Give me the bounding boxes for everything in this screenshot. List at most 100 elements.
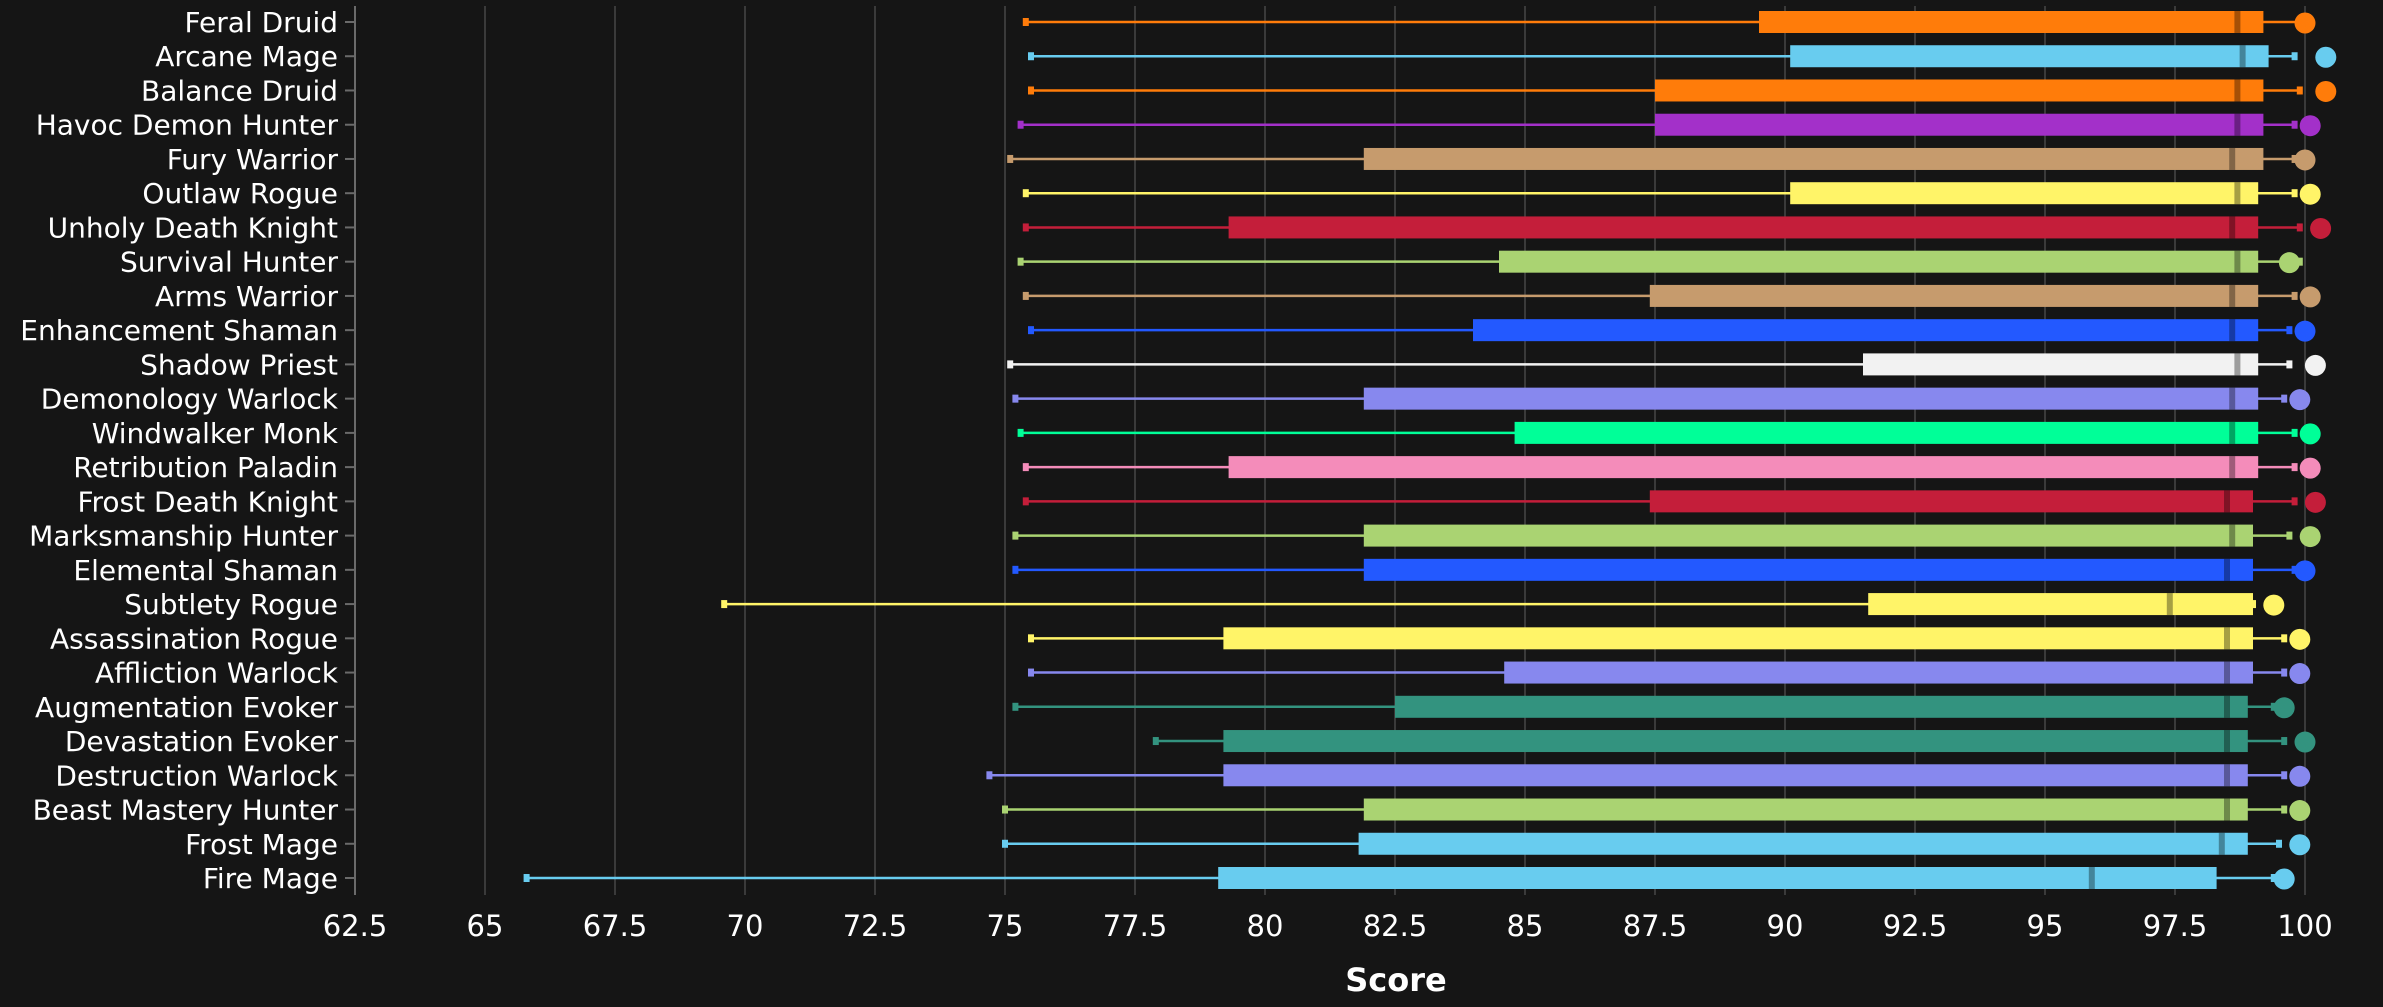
- max-point: [2294, 320, 2316, 342]
- box-row: [1028, 79, 2337, 102]
- whisker-cap-low: [1017, 428, 1024, 437]
- max-point: [2289, 663, 2311, 685]
- box: [1218, 867, 2217, 889]
- whisker-cap-high: [2291, 291, 2298, 300]
- x-tick-label: 70: [727, 909, 764, 943]
- whisker-cap-high: [2281, 737, 2288, 746]
- box-row: [1012, 695, 2295, 719]
- whisker-cap-high: [2281, 668, 2288, 677]
- x-tick-label: 92.5: [1883, 909, 1948, 943]
- whisker-cap-high: [2276, 839, 2282, 848]
- box-row: [1012, 387, 2311, 411]
- whisker-cap-high: [2281, 394, 2288, 403]
- box: [1790, 45, 2269, 68]
- whisker-cap-high: [2286, 326, 2293, 335]
- x-tick-label: 62.5: [323, 909, 388, 943]
- median-marker: [2229, 421, 2236, 444]
- y-tick-label: Outlaw Rogue: [142, 177, 338, 210]
- max-point: [2273, 697, 2295, 719]
- whisker-cap-high: [2291, 52, 2298, 61]
- whisker-cap-low: [1007, 154, 1014, 163]
- max-point: [2294, 12, 2316, 34]
- whisker-cap-high: [2291, 463, 2298, 472]
- median-marker: [2239, 45, 2246, 68]
- median-marker: [2234, 79, 2241, 102]
- y-tick-label: Affliction Warlock: [95, 657, 339, 690]
- box: [1514, 421, 2259, 444]
- median-marker: [2229, 387, 2236, 410]
- x-tick-label: 82.5: [1363, 909, 1428, 943]
- box: [1363, 798, 2248, 821]
- box: [1223, 627, 2253, 650]
- median-marker: [2229, 147, 2236, 170]
- whisker-cap-low: [1022, 463, 1029, 472]
- whisker-cap-low: [1028, 86, 1034, 95]
- box-row: [1028, 627, 2311, 650]
- y-tick-label: Demonology Warlock: [41, 383, 339, 416]
- whisker-cap-high: [2291, 120, 2298, 129]
- y-tick-label: Enhancement Shaman: [20, 314, 338, 347]
- y-tick-label: Destruction Warlock: [55, 759, 338, 792]
- x-tick-label: 65: [467, 909, 504, 943]
- whisker-cap-high: [2291, 428, 2298, 437]
- whisker-cap-low: [1152, 737, 1159, 746]
- median-marker: [2234, 11, 2241, 33]
- y-tick-label: Windwalker Monk: [92, 417, 339, 450]
- box: [1363, 524, 2253, 547]
- box-row: [1022, 216, 2332, 239]
- max-point: [2315, 80, 2337, 102]
- x-tick-label: 90: [1767, 909, 1804, 943]
- whisker-cap-high: [2291, 497, 2298, 506]
- box-row: [1022, 182, 2321, 205]
- max-point: [2294, 731, 2316, 753]
- x-tick-label: 97.5: [2143, 909, 2208, 943]
- median-marker: [2224, 627, 2230, 650]
- box: [1473, 319, 2259, 342]
- y-tick-label: Feral Druid: [184, 6, 338, 39]
- y-tick-label: Augmentation Evoker: [35, 691, 338, 724]
- max-point: [2289, 765, 2311, 787]
- box-row: [1012, 558, 2316, 582]
- y-tick-label: Arcane Mage: [155, 40, 338, 73]
- box: [1504, 661, 2253, 684]
- whisker-cap-low: [1002, 805, 1008, 814]
- max-point: [2304, 354, 2326, 376]
- y-tick-label: Survival Hunter: [120, 246, 339, 279]
- whisker-cap-low: [1017, 257, 1024, 266]
- y-tick-label: Beast Mastery Hunter: [33, 794, 339, 827]
- whisker-cap-high: [2286, 531, 2293, 540]
- max-point: [2299, 526, 2321, 548]
- y-tick-label: Marksmanship Hunter: [29, 520, 338, 553]
- whisker-cap-low: [986, 771, 993, 780]
- y-tick-label: Fury Warrior: [167, 143, 339, 176]
- box-row: [1007, 353, 2326, 376]
- median-marker: [2234, 182, 2241, 205]
- median-marker: [2229, 524, 2236, 547]
- y-tick-label: Frost Mage: [185, 828, 338, 861]
- median-marker: [2166, 593, 2173, 616]
- box: [1228, 456, 2259, 479]
- box: [1363, 387, 2259, 410]
- box-row: [1022, 456, 2321, 479]
- box-row: [721, 593, 2285, 616]
- box-row: [1022, 11, 2316, 34]
- box-row: [1152, 730, 2316, 753]
- box: [1499, 250, 2259, 273]
- box-row: [523, 867, 2295, 890]
- median-marker: [2234, 250, 2241, 273]
- whisker-cap-high: [2286, 360, 2293, 369]
- max-point: [2299, 457, 2321, 479]
- whisker-cap-low: [721, 600, 728, 609]
- box: [1363, 147, 2264, 170]
- whisker-cap-low: [1028, 668, 1034, 677]
- max-point: [2263, 594, 2285, 616]
- box-row: [1017, 250, 2303, 274]
- whisker-cap-high: [2296, 86, 2303, 95]
- whisker-cap-low: [1022, 291, 1029, 300]
- whisker-cap-low: [1012, 531, 1019, 540]
- y-tick-label: Fire Mage: [203, 862, 338, 895]
- max-point: [2310, 217, 2332, 239]
- whisker-cap-high: [2281, 771, 2288, 780]
